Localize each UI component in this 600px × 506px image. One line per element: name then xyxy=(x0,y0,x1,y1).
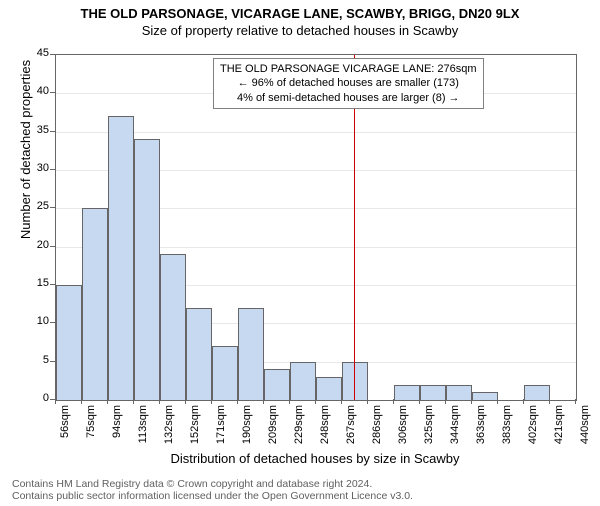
x-tick-label: 421sqm xyxy=(553,405,565,449)
x-tick-label: 229sqm xyxy=(293,405,305,449)
x-tick-label: 56sqm xyxy=(59,405,71,449)
histogram-bar xyxy=(264,369,290,400)
annotation-box: THE OLD PARSONAGE VICARAGE LANE: 276sqm … xyxy=(213,58,484,109)
x-tick-label: 113sqm xyxy=(137,405,149,449)
y-tick-label: 20 xyxy=(27,239,49,251)
y-tick-label: 25 xyxy=(27,200,49,212)
y-tick-label: 35 xyxy=(27,124,49,136)
y-tick-label: 15 xyxy=(27,277,49,289)
y-tick-label: 10 xyxy=(27,315,49,327)
x-tick-mark xyxy=(263,399,264,404)
x-tick-label: 344sqm xyxy=(449,405,461,449)
y-tick-label: 30 xyxy=(27,162,49,174)
histogram-bar xyxy=(342,362,368,400)
copyright-line1: Contains HM Land Registry data © Crown c… xyxy=(12,478,413,490)
x-tick-label: 440sqm xyxy=(579,405,591,449)
x-tick-mark xyxy=(367,399,368,404)
x-tick-mark xyxy=(55,399,56,404)
x-tick-mark xyxy=(419,399,420,404)
x-tick-label: 325sqm xyxy=(423,405,435,449)
histogram-bar xyxy=(186,308,212,400)
histogram-bar xyxy=(472,392,498,400)
x-tick-mark xyxy=(523,399,524,404)
annotation-line2: ← 96% of detached houses are smaller (17… xyxy=(220,76,477,90)
histogram-bar xyxy=(394,385,420,400)
histogram-bar xyxy=(316,377,342,400)
x-tick-label: 209sqm xyxy=(267,405,279,449)
x-tick-mark xyxy=(237,399,238,404)
y-tick-mark xyxy=(50,169,55,170)
x-tick-mark xyxy=(211,399,212,404)
x-tick-mark xyxy=(575,399,576,404)
x-tick-label: 75sqm xyxy=(85,405,97,449)
histogram-bar xyxy=(134,139,160,400)
y-tick-label: 5 xyxy=(27,354,49,366)
x-tick-mark xyxy=(549,399,550,404)
x-tick-mark xyxy=(81,399,82,404)
histogram-bar xyxy=(108,116,134,400)
histogram-bar xyxy=(238,308,264,400)
y-tick-mark xyxy=(50,284,55,285)
y-tick-label: 45 xyxy=(27,47,49,59)
y-tick-label: 40 xyxy=(27,85,49,97)
x-tick-label: 402sqm xyxy=(527,405,539,449)
chart-title-sub: Size of property relative to detached ho… xyxy=(0,23,600,38)
histogram-bar xyxy=(524,385,550,400)
y-tick-mark xyxy=(50,92,55,93)
x-tick-label: 383sqm xyxy=(501,405,513,449)
x-tick-mark xyxy=(393,399,394,404)
x-tick-label: 190sqm xyxy=(241,405,253,449)
x-tick-label: 248sqm xyxy=(319,405,331,449)
x-tick-label: 132sqm xyxy=(163,405,175,449)
histogram-bar xyxy=(446,385,472,400)
copyright-text: Contains HM Land Registry data © Crown c… xyxy=(12,478,413,502)
annotation-line3: 4% of semi-detached houses are larger (8… xyxy=(220,91,477,105)
x-tick-label: 306sqm xyxy=(397,405,409,449)
y-tick-mark xyxy=(50,207,55,208)
y-tick-label: 0 xyxy=(27,392,49,404)
copyright-line2: Contains public sector information licen… xyxy=(12,490,413,502)
x-axis-label: Distribution of detached houses by size … xyxy=(55,451,575,466)
histogram-bar xyxy=(290,362,316,400)
chart-title-main: THE OLD PARSONAGE, VICARAGE LANE, SCAWBY… xyxy=(0,6,600,21)
y-tick-mark xyxy=(50,54,55,55)
x-tick-label: 171sqm xyxy=(215,405,227,449)
annotation-line1: THE OLD PARSONAGE VICARAGE LANE: 276sqm xyxy=(220,62,477,76)
x-tick-mark xyxy=(315,399,316,404)
x-tick-mark xyxy=(107,399,108,404)
histogram-bar xyxy=(56,285,82,400)
histogram-bar xyxy=(82,208,108,400)
x-tick-mark xyxy=(159,399,160,404)
x-tick-mark xyxy=(471,399,472,404)
x-tick-mark xyxy=(445,399,446,404)
x-tick-label: 94sqm xyxy=(111,405,123,449)
x-tick-mark xyxy=(341,399,342,404)
y-tick-mark xyxy=(50,246,55,247)
x-tick-label: 286sqm xyxy=(371,405,383,449)
y-tick-mark xyxy=(50,361,55,362)
x-tick-mark xyxy=(497,399,498,404)
histogram-bar xyxy=(212,346,238,400)
x-tick-mark xyxy=(185,399,186,404)
histogram-bar xyxy=(160,254,186,400)
histogram-bar xyxy=(420,385,446,400)
x-tick-label: 363sqm xyxy=(475,405,487,449)
x-tick-mark xyxy=(289,399,290,404)
x-tick-label: 267sqm xyxy=(345,405,357,449)
y-tick-mark xyxy=(50,322,55,323)
y-tick-mark xyxy=(50,131,55,132)
x-tick-label: 152sqm xyxy=(189,405,201,449)
gridline xyxy=(56,132,576,133)
x-tick-mark xyxy=(133,399,134,404)
